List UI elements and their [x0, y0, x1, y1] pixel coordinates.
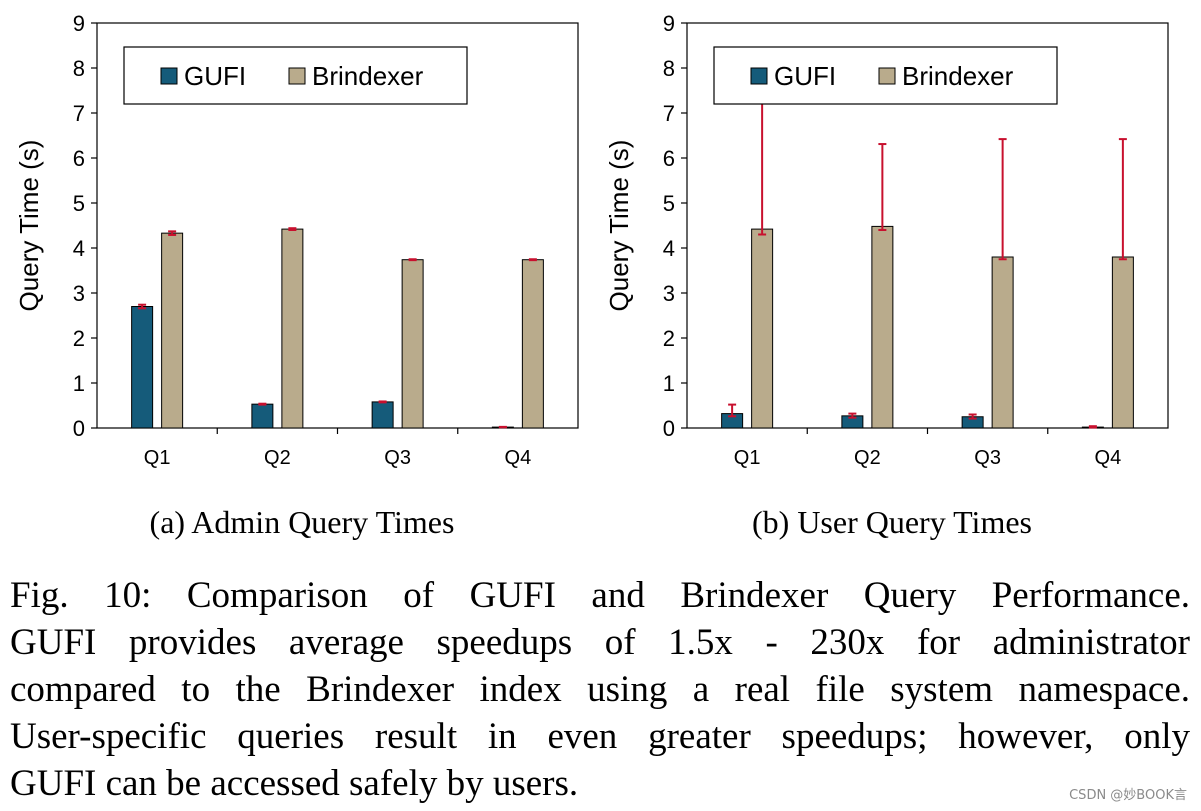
subcaption: (a) Admin Query Times [150, 504, 455, 540]
bar-brindexer [521, 259, 544, 429]
figure-caption: Fig. 10: Comparison of GUFI and Brindexe… [10, 572, 1190, 807]
y-tick-label: 1 [73, 371, 85, 396]
legend-swatch-brindexer [288, 67, 306, 85]
y-tick-label: 3 [73, 281, 85, 306]
watermark: CSDN @妙BOOK言 [1069, 788, 1187, 803]
y-tick-label: 8 [73, 56, 85, 81]
legend-swatch-gufi [160, 67, 178, 85]
caption-line: Fig. 10: Comparison of GUFI and Brindexe… [10, 575, 1190, 616]
y-tick-label: 9 [73, 11, 85, 36]
x-tick-label: Q1 [734, 447, 761, 469]
bar-brindexer [401, 259, 424, 429]
caption-line: GUFI provides average speedups of 1.5x -… [10, 622, 1190, 663]
caption-line: compared to the Brindexer index using a … [10, 669, 1190, 710]
y-tick-label: 2 [73, 326, 85, 351]
y-axis-label: Query Time (s) [14, 140, 44, 312]
y-tick-label: 0 [663, 416, 675, 441]
caption-line: User-specific queries result in even gre… [10, 716, 1190, 757]
legend-label: GUFI [184, 61, 246, 91]
bar-brindexer [991, 256, 1014, 429]
y-tick-label: 6 [663, 146, 675, 171]
y-tick-label: 9 [663, 11, 675, 36]
y-tick-label: 1 [663, 371, 675, 396]
chart-admin-query-times: 0 1 2 3 4 5 6 7 8 9 Query Time (s) Q1 Q2 Q3 Q4 GUFI Brin… [14, 11, 579, 540]
y-axis-label: Query Time (s) [604, 140, 634, 312]
bar-gufi [251, 403, 274, 429]
x-tick-label: Q3 [974, 447, 1001, 469]
caption-line: GUFI can be accessed safely by users. [10, 763, 579, 804]
legend-label: Brindexer [902, 61, 1014, 91]
y-tick-label: 6 [73, 146, 85, 171]
x-tick-label: Q4 [505, 447, 532, 469]
x-tick-label: Q3 [384, 447, 411, 469]
y-tick-label: 8 [663, 56, 675, 81]
subcaption: (b) User Query Times [752, 504, 1032, 540]
bar-brindexer [871, 225, 894, 429]
bar-gufi [131, 306, 154, 429]
y-tick-label: 5 [73, 191, 85, 216]
bar-gufi [371, 401, 394, 429]
legend-swatch-gufi [750, 67, 768, 85]
x-tick-label: Q4 [1095, 447, 1122, 469]
legend-swatch-brindexer [878, 67, 896, 85]
y-tick-label: 2 [663, 326, 675, 351]
y-tick-label: 7 [73, 101, 85, 126]
chart-user-query-times: 0 1 2 3 4 5 6 7 8 9 Query Time (s) Q1 Q2 Q3 Q4 GUFI Brin… [604, 11, 1169, 540]
legend-label: Brindexer [312, 61, 424, 91]
legend-label: GUFI [774, 61, 836, 91]
y-tick-label: 5 [663, 191, 675, 216]
y-tick-label: 4 [73, 236, 85, 261]
bar-brindexer [1111, 256, 1134, 429]
y-tick-label: 4 [663, 236, 675, 261]
x-tick-label: Q1 [144, 447, 171, 469]
y-tick-label: 0 [73, 416, 85, 441]
y-tick-label: 7 [663, 101, 675, 126]
y-tick-label: 3 [663, 281, 675, 306]
bar-brindexer [281, 228, 304, 429]
bar-brindexer [161, 232, 184, 429]
x-tick-label: Q2 [264, 447, 291, 469]
x-tick-label: Q2 [854, 447, 881, 469]
bar-brindexer [751, 228, 774, 429]
